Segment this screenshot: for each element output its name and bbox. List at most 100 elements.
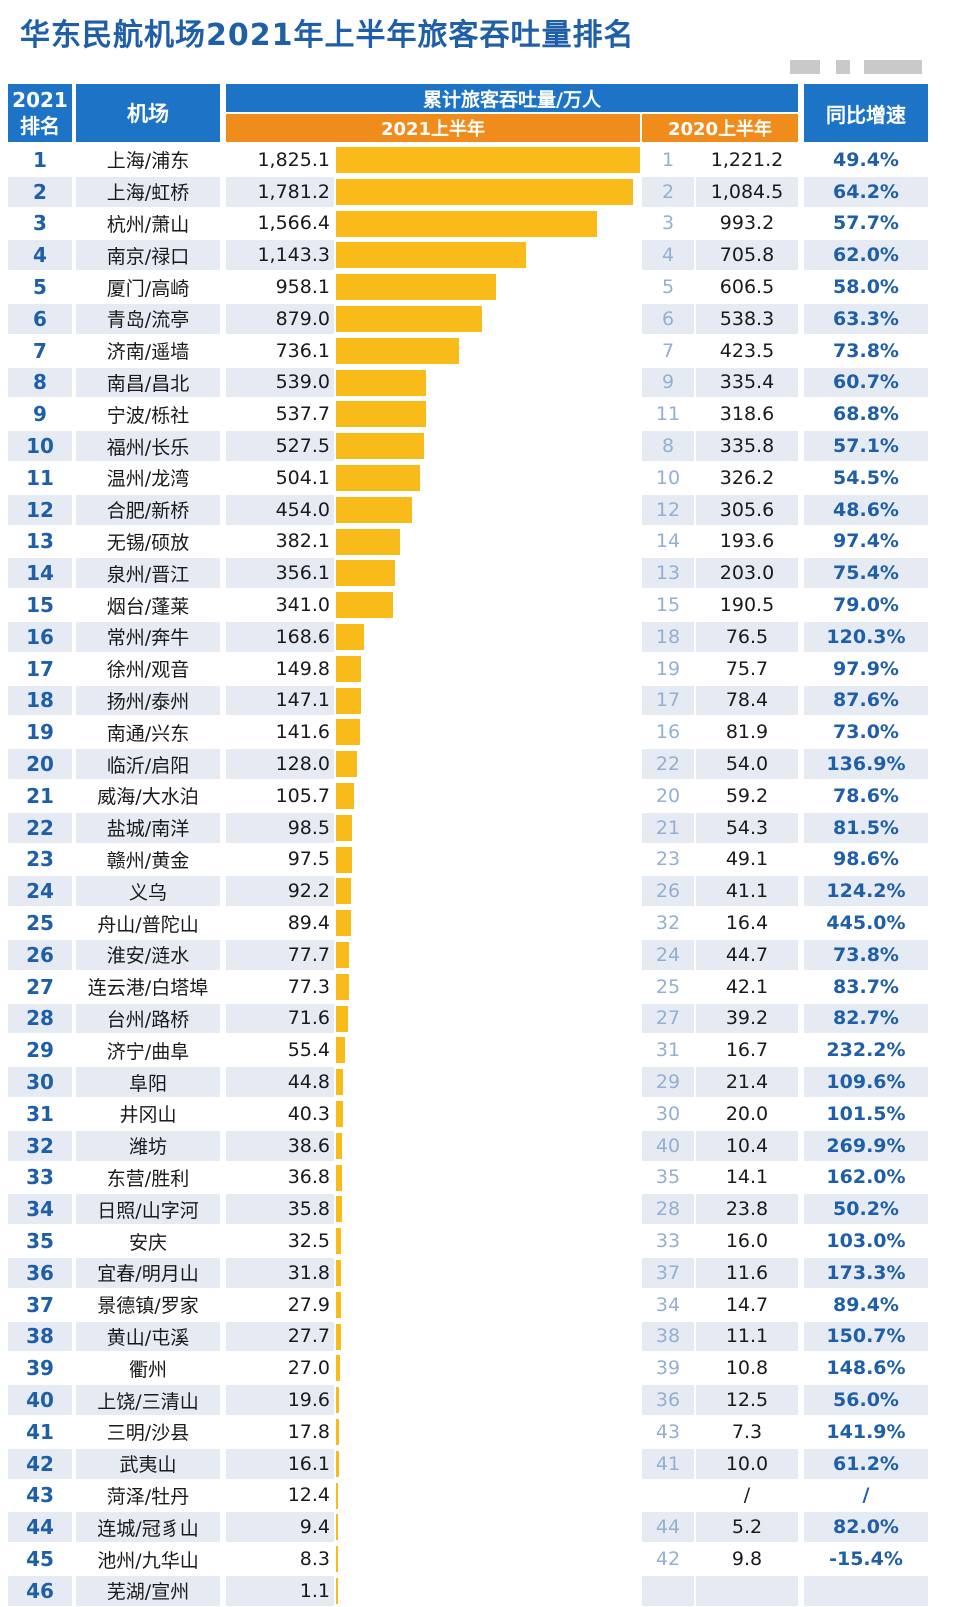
rank-2020-cell: 43: [655, 1420, 681, 1443]
bar-cell: [336, 272, 640, 302]
value-2020-cell: 993.2: [719, 212, 775, 235]
value-2020-cell: 59.2: [725, 784, 769, 807]
table-row: 27 连云港/白塔埠 77.3 25 42.1 83.7%: [0, 971, 959, 1003]
bar: [336, 624, 365, 650]
airport-name-cell: 临沂/启阳: [76, 749, 220, 779]
bar: [336, 687, 361, 714]
bar: [336, 1546, 338, 1573]
bar: [336, 274, 496, 301]
yoy-cell: 97.4%: [833, 530, 899, 553]
table-row: 43 菏泽/牡丹 12.4 / /: [0, 1480, 959, 1512]
airport-name-cell: 连城/冠豸山: [76, 1512, 220, 1543]
header-rank-year: 2021: [12, 88, 68, 112]
airport-name-cell: 温州/龙湾: [106, 468, 190, 491]
rank-cell: 32: [8, 1130, 72, 1161]
airport-name-cell: 南昌/昌北: [76, 367, 220, 398]
airport-name-cell: 青岛/流亭: [76, 304, 220, 334]
table-row: 1 上海/浦东 1,825.1 1 1,221.2 49.4%: [0, 144, 959, 176]
value-2020-cell: 16.0: [725, 1230, 769, 1253]
table-row: 15 烟台/蓬莱 341.0 15 190.5 79.0%: [0, 589, 959, 621]
value-2020-cell: 76.5: [696, 622, 798, 652]
bar-cell: [336, 749, 640, 779]
value-2021-cell: 38.6: [226, 1130, 334, 1161]
value-2021-cell: 1,781.2: [226, 176, 334, 207]
value-2021-cell: 27.7: [226, 1321, 334, 1352]
bar: [336, 1196, 342, 1223]
bar: [336, 496, 412, 523]
bar-cell: [336, 1512, 640, 1542]
table-row: 25 舟山/普陀山 89.4 32 16.4 445.0%: [0, 907, 959, 939]
rank-2020-cell: 2: [642, 176, 694, 207]
airport-name-cell: 舟山/普陀山: [97, 913, 199, 936]
value-2021-cell: 105.7: [275, 784, 330, 807]
bar: [336, 465, 420, 491]
rank-cell: 30: [8, 1067, 72, 1097]
value-2020-cell: 10.4: [696, 1130, 798, 1161]
bar-cell: [336, 431, 640, 461]
rank-cell: 38: [8, 1321, 72, 1352]
value-2020-cell: 81.9: [725, 721, 769, 744]
rank-cell: 2: [8, 176, 72, 207]
bar-cell: [336, 622, 640, 652]
table-row: 18 扬州/泰州 147.1 17 78.4 87.6%: [0, 685, 959, 717]
airport-name-cell: 连云港/白塔埠: [87, 977, 209, 1000]
rank-cell: 34: [8, 1194, 72, 1225]
yoy-cell: 141.9%: [826, 1420, 906, 1443]
value-2021-cell: 341.0: [275, 594, 330, 617]
rank-cell: 42: [8, 1448, 72, 1479]
yoy-cell: 78.6%: [833, 784, 899, 807]
rank-2020-cell: 13: [642, 558, 694, 589]
yoy-cell: 87.6%: [804, 685, 928, 716]
bar-cell: [336, 940, 640, 970]
table-row: 44 连城/冠豸山 9.4 44 5.2 82.0%: [0, 1511, 959, 1543]
value-2021-cell: 8.3: [299, 1548, 330, 1571]
value-2021-cell: 55.4: [287, 1039, 330, 1062]
header-rank-label: 排名: [20, 114, 60, 138]
value-2021-cell: 97.5: [287, 848, 330, 871]
value-2020-cell: 9.8: [731, 1548, 763, 1571]
bar: [336, 1450, 339, 1477]
value-2020-cell: 10.8: [725, 1357, 769, 1380]
header-2021-h1-label: 2021上半年: [380, 119, 486, 140]
table-row: 39 衢州 27.0 39 10.8 148.6%: [0, 1352, 959, 1384]
airport-name-cell: 义乌: [76, 876, 220, 907]
bar-cell: [336, 813, 640, 843]
bar: [336, 337, 459, 364]
value-2021-cell: 504.1: [275, 466, 330, 489]
bar-cell: [336, 1163, 640, 1193]
yoy-cell: 83.7%: [833, 975, 899, 998]
value-2020-cell: 335.8: [696, 431, 798, 461]
rank-2020-cell: 16: [655, 721, 681, 744]
yoy-cell: 57.7%: [833, 212, 899, 235]
bar: [336, 1260, 342, 1286]
value-2020-cell: 16.7: [725, 1039, 769, 1062]
airport-name-cell: 扬州/泰州: [76, 685, 220, 716]
airport-name-cell: 赣州/黄金: [106, 849, 190, 872]
yoy-cell: 162.0%: [826, 1166, 906, 1189]
rank-cell: 25: [26, 911, 54, 936]
airport-name-cell: 福州/长乐: [76, 431, 220, 461]
yoy-cell: 54.5%: [833, 466, 899, 489]
bar: [336, 783, 354, 809]
bar-cell: [336, 1226, 640, 1256]
bar-cell: [336, 1544, 640, 1574]
bar: [336, 528, 400, 555]
value-2021-cell: 537.7: [275, 403, 330, 426]
value-2020-cell: 42.1: [725, 975, 769, 998]
rank-2020-cell: [642, 1481, 694, 1511]
rank-cell: 14: [8, 558, 72, 589]
bar-cell: [336, 781, 640, 811]
value-2021-cell: 168.6: [226, 622, 334, 652]
bar-cell: [336, 1449, 640, 1479]
airport-name-cell: 合肥/新桥: [76, 494, 220, 525]
airport-name-cell: 潍坊: [76, 1130, 220, 1161]
table-row: 13 无锡/硕放 382.1 14 193.6 97.4%: [0, 526, 959, 558]
rank-cell: 23: [26, 847, 54, 872]
table-row: 21 威海/大水泊 105.7 20 59.2 78.6%: [0, 780, 959, 812]
value-2021-cell: 44.8: [226, 1067, 334, 1097]
airport-name-cell: 南通/兴东: [106, 722, 190, 745]
value-2020-cell: 11.6: [696, 1258, 798, 1288]
rank-2020-cell: 35: [655, 1166, 681, 1189]
rank-cell: 5: [33, 275, 47, 300]
yoy-cell: -15.4%: [829, 1548, 903, 1571]
